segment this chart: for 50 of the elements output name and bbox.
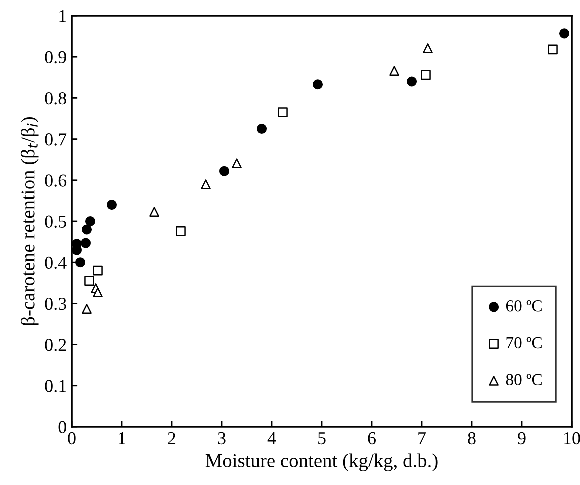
x-tick-label: 1 <box>119 432 126 444</box>
y-tick-label: 0.8 <box>45 92 66 105</box>
point <box>84 276 94 286</box>
x-tick-label: 9 <box>518 432 526 445</box>
y-tick-label: 1 <box>60 10 66 22</box>
x-tick-label: 8 <box>468 432 476 445</box>
x-tick-label: 10 <box>564 432 580 445</box>
point <box>423 44 433 54</box>
y-tick-label: 0.7 <box>45 134 67 146</box>
point <box>85 216 96 227</box>
y-tick-label: 0.1 <box>45 380 66 392</box>
point <box>150 207 160 217</box>
point <box>559 28 570 39</box>
point <box>390 66 400 76</box>
point <box>312 80 324 90</box>
x-tick-label: 3 <box>218 432 226 445</box>
point <box>548 44 558 55</box>
point <box>421 70 431 80</box>
point <box>201 180 211 190</box>
point <box>106 200 118 210</box>
y-tick-label: 0.9 <box>45 51 66 64</box>
legend-label: 70 ºC <box>506 337 542 349</box>
y-tick-label: 0.4 <box>45 256 67 270</box>
point <box>82 224 92 235</box>
point <box>278 108 288 118</box>
y-tick-label: 0.6 <box>45 174 67 187</box>
point <box>82 304 92 314</box>
x-tick-label: 6 <box>368 432 376 445</box>
point <box>80 238 92 248</box>
point <box>219 166 230 176</box>
y-tick-label: 0.3 <box>45 298 66 310</box>
point <box>93 266 103 276</box>
x-axis-title: Moisture content (kg/kg, d.b.) <box>206 454 438 472</box>
y-tick-label: 0 <box>58 421 66 434</box>
point <box>93 288 103 298</box>
legend-label: 80 ºC <box>506 374 542 386</box>
x-tick-label: 4 <box>268 432 276 444</box>
point <box>256 124 268 134</box>
point <box>406 76 418 87</box>
point <box>232 158 242 168</box>
x-tick-label: 0 <box>68 432 76 445</box>
y-tick-label: 0.5 <box>45 216 66 228</box>
y-axis-title: β-carotene retention (β$_{t}$/β$_{i}$) <box>20 118 39 326</box>
x-tick-label: 5 <box>318 432 326 445</box>
x-tick-label: 7 <box>418 432 426 444</box>
point <box>176 226 186 236</box>
legend-label: 60 ºC <box>506 300 542 312</box>
point <box>75 258 86 268</box>
x-tick-label: 2 <box>168 432 176 444</box>
y-tick-label: 0.2 <box>45 339 66 352</box>
